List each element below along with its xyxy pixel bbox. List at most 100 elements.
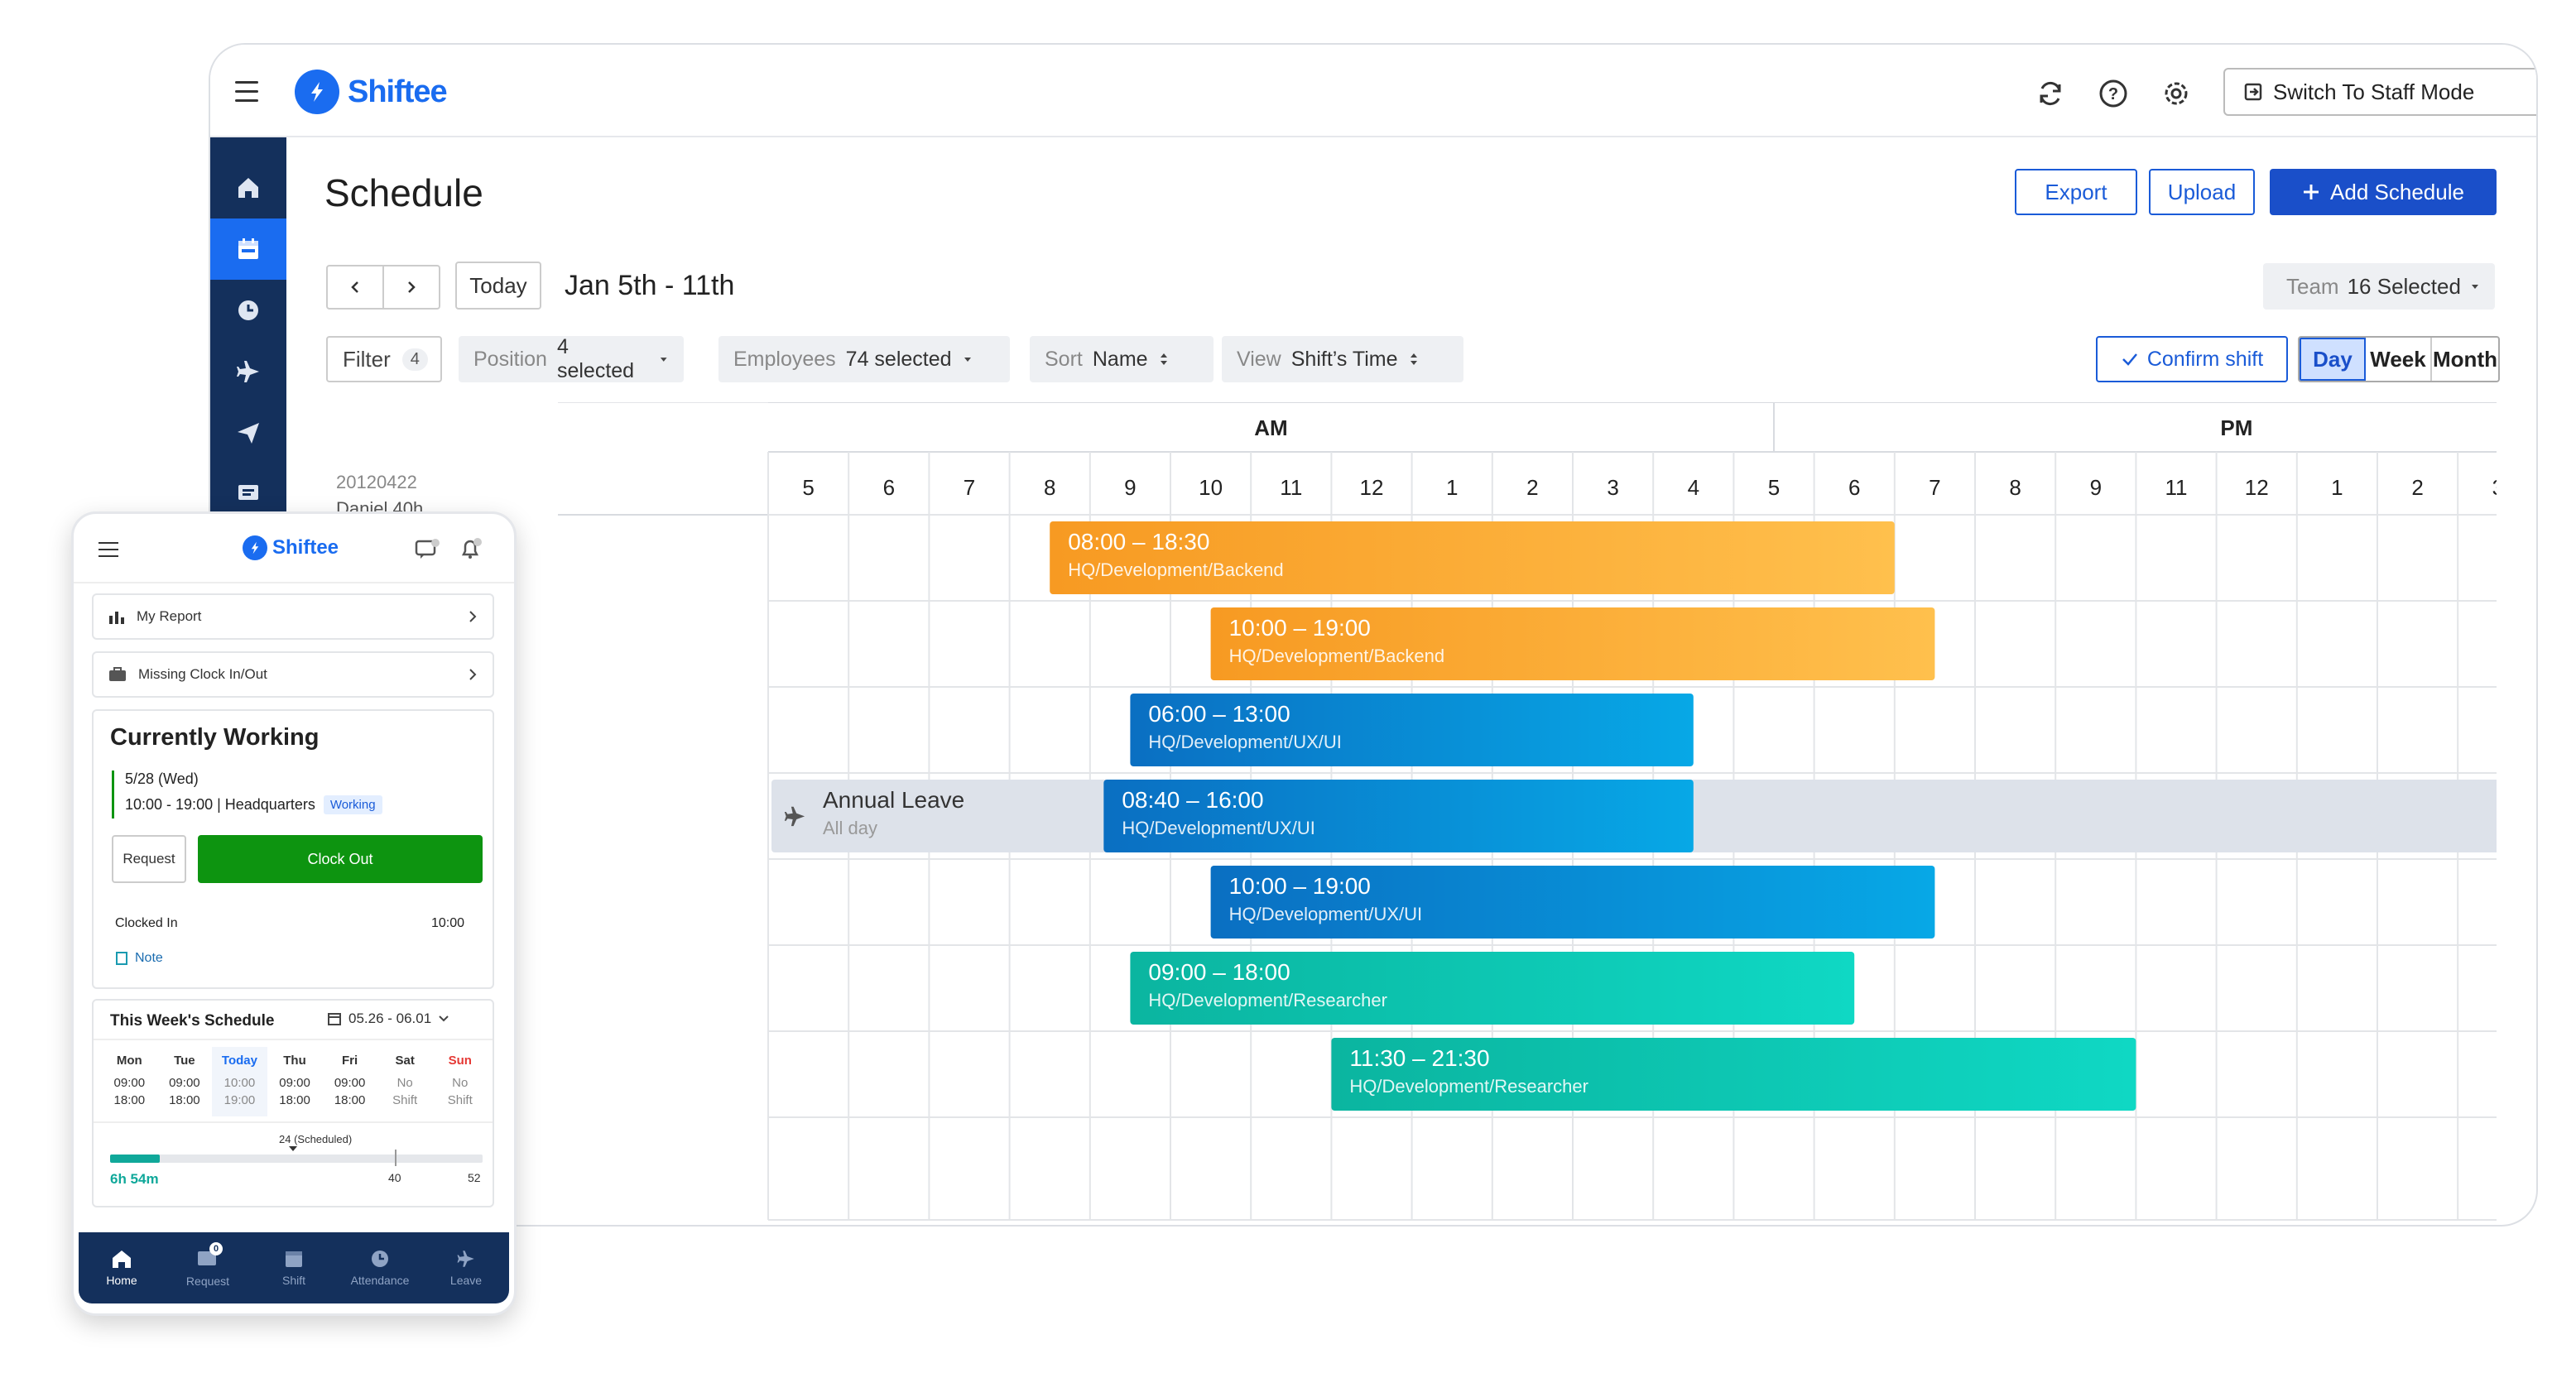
settings-gear-icon[interactable]	[2160, 78, 2192, 109]
mobile-chat-icon[interactable]	[415, 539, 440, 564]
position-filter[interactable]: Position 4 selected	[459, 335, 684, 382]
missing-clock-row[interactable]: Missing Clock In/Out	[92, 651, 494, 698]
shift-block[interactable]: 10:00 – 19:00 HQ/Development/UX/UI	[1210, 866, 1935, 939]
chevron-right-icon	[469, 669, 477, 680]
hour-tick-label: 1	[1446, 475, 1458, 500]
hour-tick-label: 4	[1688, 475, 1699, 500]
mobile-tab-shift[interactable]: Shift	[257, 1249, 331, 1287]
next-week-button[interactable]	[382, 265, 440, 310]
shift-block[interactable]: 06:00 – 13:00 HQ/Development/UX/UI	[1130, 694, 1694, 766]
clock-out-button[interactable]: Clock Out	[198, 835, 483, 883]
week-day-column[interactable]: Thu 09:00 18:00	[267, 1047, 323, 1116]
week-day-start: 09:00	[113, 1076, 146, 1090]
shift-bar[interactable]	[1130, 952, 1855, 1025]
employees-filter[interactable]: Employees 74 selected	[718, 336, 1010, 382]
mail-icon: 0	[196, 1241, 223, 1270]
shift-block[interactable]: 08:00 – 18:30 HQ/Development/Backend	[1050, 521, 1895, 594]
currently-working-card: Currently Working 5/28 (Wed) 10:00 - 19:…	[92, 709, 494, 989]
note-link[interactable]: Note	[115, 951, 163, 966]
week-view-button[interactable]: Week	[2366, 338, 2432, 381]
nav-calendar-icon[interactable]	[210, 218, 286, 280]
team-value: 16 Selected	[2347, 273, 2461, 299]
sort-value: Name	[1092, 347, 1148, 371]
shift-bar[interactable]	[1331, 1038, 2136, 1111]
request-button[interactable]: Request	[112, 835, 186, 883]
mobile-bell-icon[interactable]	[459, 537, 483, 564]
mobile-tab-attendance[interactable]: Attendance	[343, 1249, 417, 1287]
mobile-tab-attendance-label: Attendance	[350, 1274, 410, 1287]
shift-time: 08:40 – 16:00	[1122, 787, 1263, 813]
pm-label: PM	[2220, 415, 2252, 440]
week-day-column[interactable]: Tue 09:00 18:00	[157, 1047, 213, 1116]
week-range-select[interactable]: 05.26 - 06.01	[327, 1011, 449, 1027]
mobile-tab-leave[interactable]: Leave	[429, 1249, 503, 1287]
week-day-column[interactable]: Today 10:00 19:00	[212, 1047, 267, 1116]
shift-place: HQ/Development/Backend	[1229, 646, 1444, 666]
position-value: 4 selected	[556, 335, 635, 382]
nav-send-icon[interactable]	[210, 402, 286, 463]
hour-tick-label: 2	[2411, 475, 2423, 500]
shift-block[interactable]: 09:00 – 18:00 HQ/Development/Researcher	[1130, 952, 1855, 1025]
chevron-right-icon	[408, 281, 416, 293]
mobile-top-bar: Shiftee	[74, 514, 514, 583]
employees-value: 74 selected	[845, 347, 952, 371]
day-view-button[interactable]: Day	[2300, 338, 2366, 381]
switch-staff-mode-button[interactable]: Switch To Staff Mode	[2223, 68, 2536, 116]
filter-button[interactable]: Filter 4	[326, 336, 442, 382]
mark-40-label: 40	[388, 1171, 401, 1184]
upload-button[interactable]: Upload	[2149, 169, 2255, 215]
week-day-start: 09:00	[169, 1076, 200, 1090]
request-badge: 0	[209, 1241, 223, 1255]
refresh-icon[interactable]	[2035, 78, 2066, 109]
mobile-tab-home[interactable]: Home	[84, 1249, 159, 1287]
hour-tick-label: 7	[1929, 475, 1940, 500]
shift-block[interactable]: 10:00 – 19:00 HQ/Development/Backend	[1210, 607, 1935, 680]
switch-staff-mode-label: Switch To Staff Mode	[2273, 79, 2475, 104]
worked-progress-fill	[110, 1155, 160, 1163]
help-icon[interactable]: ?	[2098, 78, 2129, 109]
week-day-column[interactable]: Fri 09:00 18:00	[322, 1047, 377, 1116]
shift-block[interactable]: 08:40 – 16:00 HQ/Development/UX/UI	[1103, 780, 1694, 852]
sort-select[interactable]: Sort Name	[1030, 336, 1214, 382]
nav-home-icon[interactable]	[210, 157, 286, 218]
confirm-shift-button[interactable]: Confirm shift	[2096, 336, 2288, 382]
add-schedule-button[interactable]: Add Schedule	[2270, 169, 2497, 215]
shift-bar[interactable]	[1210, 607, 1935, 680]
mobile-tab-shift-label: Shift	[281, 1274, 305, 1287]
my-report-row[interactable]: My Report	[92, 593, 494, 640]
nav-plane-icon[interactable]	[210, 341, 286, 402]
hour-tick-label: 8	[1044, 475, 1055, 500]
shift-bar[interactable]	[1210, 866, 1935, 939]
week-day-column[interactable]: Sun No Shift	[432, 1047, 488, 1116]
hour-tick-label: 7	[964, 475, 975, 500]
mobile-tab-leave-label: Leave	[449, 1274, 483, 1287]
export-button[interactable]: Export	[2015, 169, 2137, 215]
logo-bolt-icon	[295, 70, 339, 114]
shift-place: HQ/Development/UX/UI	[1229, 904, 1423, 924]
shift-bar[interactable]	[1050, 521, 1895, 594]
menu-icon[interactable]	[235, 81, 258, 103]
calendar-icon	[328, 1013, 341, 1025]
week-day-start: 09:00	[279, 1076, 310, 1090]
view-select[interactable]: View Shift’s Time	[1222, 336, 1463, 382]
nav-clock-icon[interactable]	[210, 280, 286, 341]
shift-bar[interactable]	[1130, 694, 1694, 766]
page-title: Schedule	[324, 171, 483, 214]
shift-block[interactable]: 11:30 – 21:30 HQ/Development/Researcher	[1331, 1038, 2136, 1111]
prev-week-button[interactable]	[326, 265, 384, 310]
week-day-end: Shift	[392, 1093, 418, 1107]
mobile-menu-icon[interactable]	[99, 542, 118, 557]
month-view-button[interactable]: Month	[2433, 346, 2497, 372]
week-schedule-title: This Week's Schedule	[110, 1012, 275, 1030]
team-select[interactable]: Team 16 Selected	[2263, 263, 2495, 310]
mobile-tab-request[interactable]: 0 Request	[171, 1241, 245, 1288]
week-day-column[interactable]: Mon 09:00 18:00	[102, 1047, 157, 1116]
filter-count-badge: 4	[401, 348, 428, 371]
nav-board-icon[interactable]	[210, 463, 286, 525]
shift-time: 08:00 – 18:30	[1068, 529, 1209, 554]
week-day-start: No	[396, 1076, 413, 1090]
week-day-column[interactable]: Sat No Shift	[377, 1047, 433, 1116]
today-button[interactable]: Today	[455, 262, 541, 310]
shift-bar[interactable]	[1103, 780, 1694, 852]
shift-time: 06:00 – 13:00	[1148, 701, 1290, 727]
